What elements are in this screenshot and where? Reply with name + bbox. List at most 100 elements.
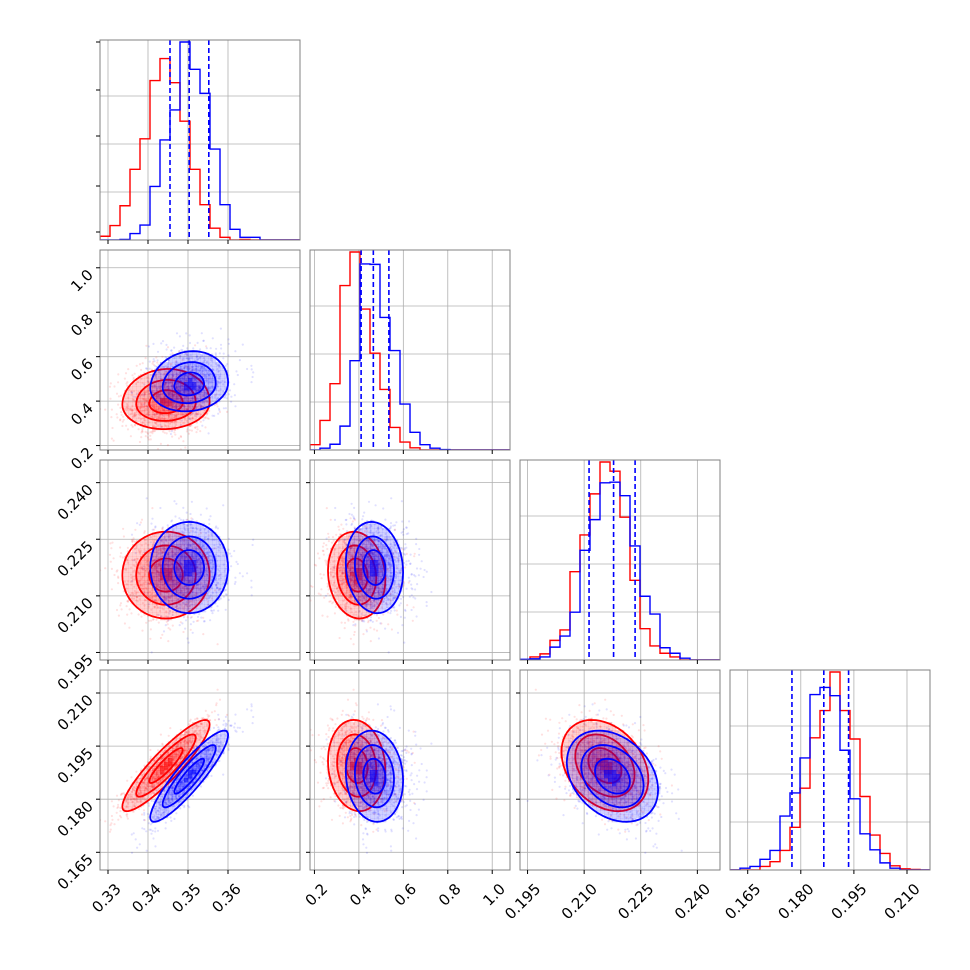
density-cell [184, 418, 189, 423]
scatter-point [112, 557, 115, 560]
scatter-point [182, 422, 185, 425]
scatter-point [168, 593, 171, 596]
scatter-point [144, 419, 147, 422]
scatter-point [130, 390, 133, 393]
scatter-point [189, 623, 192, 626]
scatter-point [211, 567, 214, 570]
scatter-point [208, 380, 211, 383]
scatter-point [210, 359, 213, 362]
scatter-point [196, 569, 199, 572]
scatter-point [191, 369, 194, 372]
scatter-point [138, 407, 141, 410]
density-cell [144, 410, 149, 415]
scatter-point [169, 584, 173, 587]
scatter-point [163, 536, 166, 539]
scatter-point [217, 370, 220, 373]
scatter-point [132, 564, 135, 567]
density-cell [140, 398, 145, 403]
density-cell [196, 410, 201, 415]
scatter-point [223, 396, 226, 399]
scatter-point [154, 558, 157, 561]
scatter-point [201, 373, 204, 376]
density-cell [136, 386, 141, 391]
scatter-point [188, 544, 191, 547]
scatter-point [217, 364, 220, 367]
scatter-point [186, 408, 189, 411]
scatter-point [175, 407, 178, 410]
scatter-point [173, 585, 176, 588]
scatter-point [209, 378, 212, 381]
scatter-point [189, 543, 193, 547]
density-cell [148, 410, 153, 415]
scatter-point [167, 385, 170, 388]
density-cell [144, 560, 149, 565]
scatter-point [145, 413, 148, 417]
scatter-point [148, 551, 152, 555]
scatter-point [169, 421, 172, 424]
density-cell [144, 374, 149, 379]
scatter-point [178, 388, 181, 391]
density-cell [156, 378, 161, 383]
scatter-point [188, 390, 191, 393]
density-cell [152, 560, 157, 565]
scatter-point [180, 387, 183, 390]
scatter-point [185, 357, 188, 360]
scatter-point [181, 585, 184, 589]
density-cell [216, 366, 221, 371]
scatter-point [192, 572, 195, 576]
scatter-point [211, 357, 214, 360]
scatter-point [151, 430, 154, 433]
scatter-point [209, 375, 212, 378]
density-cell [144, 572, 149, 577]
scatter-point [209, 347, 212, 350]
scatter-point [186, 556, 189, 559]
density-cell [220, 580, 225, 585]
scatter-point [161, 551, 164, 554]
scatter-point [130, 391, 133, 394]
scatter-point [161, 417, 164, 420]
density-cell [140, 576, 145, 581]
scatter-point [166, 619, 170, 622]
scatter-point [140, 404, 143, 407]
scatter-point [175, 566, 178, 569]
scatter-point [195, 413, 198, 416]
scatter-point [158, 586, 161, 589]
scatter-point [171, 380, 174, 383]
scatter-point [174, 425, 177, 428]
scatter-point [214, 526, 217, 529]
scatter-point [143, 575, 146, 578]
scatter-point [179, 589, 182, 592]
scatter-point [160, 539, 163, 542]
density-cell [132, 584, 137, 589]
scatter-point [151, 618, 155, 621]
density-cell [188, 528, 193, 533]
scatter-point [191, 631, 194, 634]
scatter-point [224, 608, 227, 611]
scatter-point [192, 347, 195, 350]
scatter-point [165, 559, 168, 562]
density-cell [144, 556, 149, 561]
scatter-point [208, 390, 212, 393]
scatter-point [143, 548, 146, 551]
scatter-point [138, 594, 141, 597]
scatter-point [201, 384, 204, 387]
scatter-point [140, 518, 144, 521]
density-cell [172, 544, 177, 549]
density-cell [204, 536, 209, 541]
density-cell [208, 394, 213, 399]
scatter-point [131, 594, 135, 597]
scatter-point [190, 517, 193, 520]
scatter-point [153, 558, 157, 561]
scatter-point [200, 561, 203, 564]
density-cell [168, 366, 173, 371]
density-cell [188, 572, 193, 577]
scatter-point [155, 563, 158, 566]
scatter-point [225, 410, 229, 413]
scatter-point [148, 367, 151, 370]
scatter-point [236, 373, 239, 377]
scatter-point [143, 551, 146, 554]
density-cell [132, 386, 137, 391]
scatter-point [160, 392, 163, 396]
scatter-point [153, 565, 156, 568]
scatter-point [135, 562, 138, 565]
